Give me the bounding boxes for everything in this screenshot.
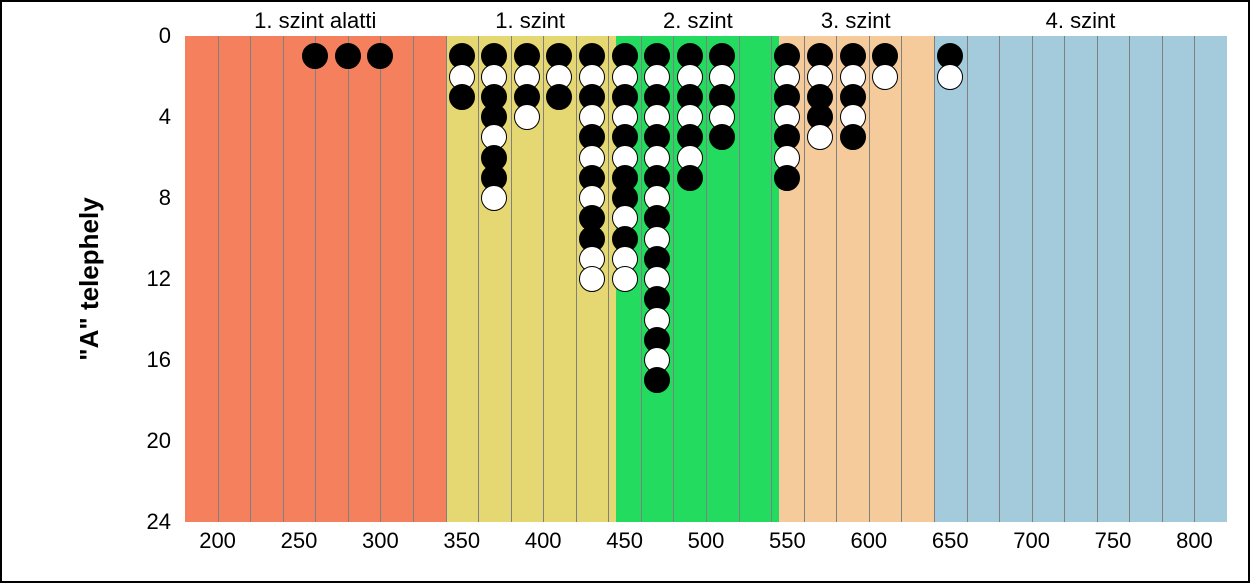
x-tick-label: 200 [199, 528, 236, 554]
gridline [967, 36, 968, 522]
dot-black [335, 43, 361, 69]
gridline [511, 36, 512, 522]
y-axis-label: "A" telephely [74, 197, 105, 360]
gridline [1064, 36, 1065, 522]
x-tick-label: 250 [281, 528, 318, 554]
gridline [673, 36, 674, 522]
dot-black [449, 84, 475, 110]
gridline [999, 36, 1000, 522]
gridline [218, 36, 219, 522]
gridline [901, 36, 902, 522]
gridline [380, 36, 381, 522]
level-label: 2. szint [663, 8, 733, 34]
x-tick-label: 350 [443, 528, 480, 554]
dot-white [514, 104, 540, 130]
x-tick-label: 450 [606, 528, 643, 554]
x-tick-label: 600 [850, 528, 887, 554]
level-label: 4. szint [1046, 8, 1116, 34]
gridline [608, 36, 609, 522]
dot-white [481, 185, 507, 211]
gridline [771, 36, 772, 522]
x-tick-label: 650 [932, 528, 969, 554]
gridline [1129, 36, 1130, 522]
gridline [1097, 36, 1098, 522]
dot-white [807, 124, 833, 150]
dot-black [644, 367, 670, 393]
gridline [641, 36, 642, 522]
gridline [478, 36, 479, 522]
dot-white [579, 266, 605, 292]
gridline [934, 36, 935, 522]
gridline [446, 36, 447, 522]
level-label: 1. szint [495, 8, 565, 34]
gridline [1162, 36, 1163, 522]
x-tick-label: 300 [362, 528, 399, 554]
dot-black [302, 43, 328, 69]
dot-black [677, 165, 703, 191]
gridline [739, 36, 740, 522]
y-tick-label: 24 [147, 509, 171, 535]
gridline [543, 36, 544, 522]
gridline [250, 36, 251, 522]
gridline [869, 36, 870, 522]
x-tick-label: 500 [688, 528, 725, 554]
dot-black [774, 165, 800, 191]
plot-area [185, 36, 1227, 522]
dot-black [546, 84, 572, 110]
y-tick-label: 4 [159, 104, 171, 130]
gridline [836, 36, 837, 522]
gridline [804, 36, 805, 522]
dot-black [840, 124, 866, 150]
y-tick-label: 0 [159, 23, 171, 49]
y-tick-label: 8 [159, 185, 171, 211]
gridline [1194, 36, 1195, 522]
gridline [315, 36, 316, 522]
x-tick-label: 800 [1176, 528, 1213, 554]
x-tick-label: 700 [1013, 528, 1050, 554]
dot-black [367, 43, 393, 69]
x-tick-label: 750 [1095, 528, 1132, 554]
dot-white [872, 64, 898, 90]
gridline [576, 36, 577, 522]
gridline [706, 36, 707, 522]
x-tick-label: 550 [769, 528, 806, 554]
y-tick-label: 12 [147, 266, 171, 292]
gridline [348, 36, 349, 522]
x-tick-label: 400 [525, 528, 562, 554]
level-label: 1. szint alatti [254, 8, 376, 34]
chart-frame: "A" telephely 1. szint alatti 1. szint 2. … [0, 0, 1250, 583]
dot-white [612, 266, 638, 292]
gridline [283, 36, 284, 522]
gridline [1032, 36, 1033, 522]
y-tick-label: 20 [147, 428, 171, 454]
dot-black [709, 124, 735, 150]
y-tick-label: 16 [147, 347, 171, 373]
level-band [934, 36, 1227, 522]
dot-white [937, 64, 963, 90]
gridline [413, 36, 414, 522]
level-label: 3. szint [821, 8, 891, 34]
